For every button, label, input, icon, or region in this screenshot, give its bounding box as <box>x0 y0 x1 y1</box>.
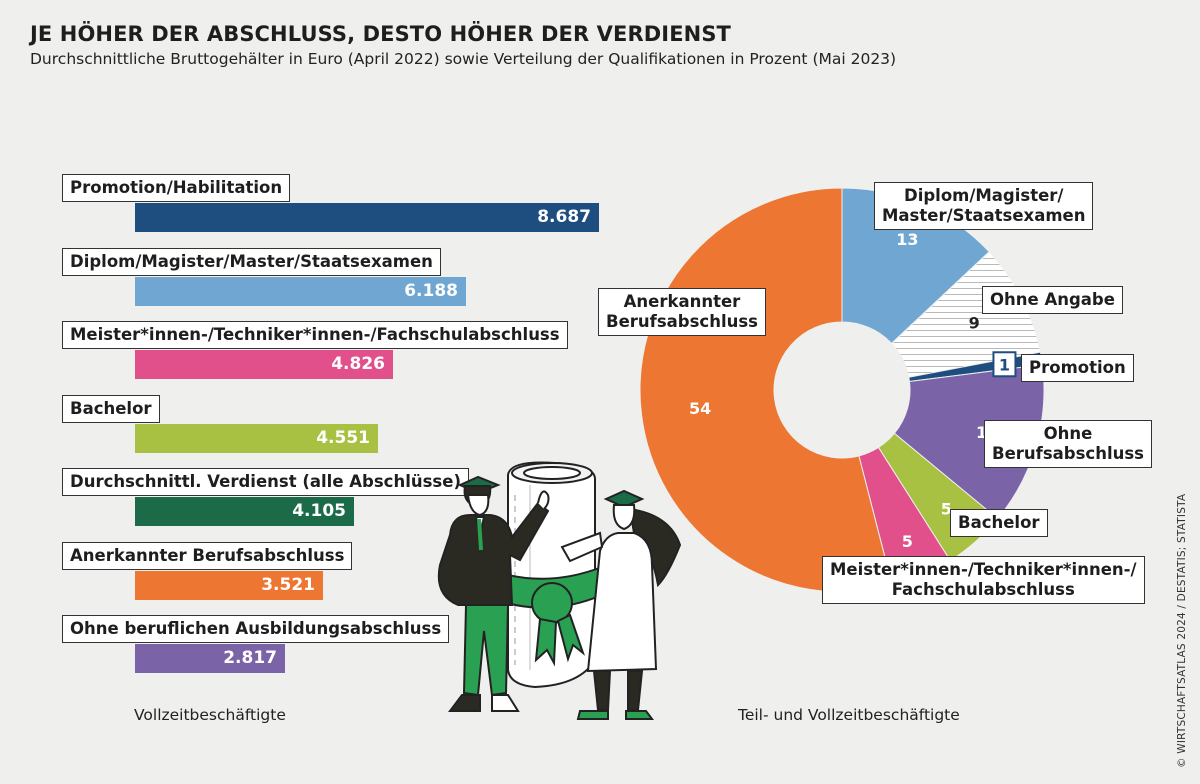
donut-category-label-line: Ohne <box>1043 424 1093 443</box>
donut-value-label: 13 <box>896 230 918 249</box>
donut-category-label-line: Diplom/Magister/ <box>904 186 1064 205</box>
bar-category-label: Anerkannter Berufsabschluss <box>62 542 353 570</box>
donut-category-label-line: Anerkannter <box>623 292 741 311</box>
bar-value-label: 4.826 <box>331 354 385 374</box>
bar-6 <box>135 571 323 600</box>
bar-category-label: Bachelor <box>62 395 160 423</box>
donut-value-label: 5 <box>902 532 913 551</box>
bar-4 <box>135 424 378 453</box>
donut-category-label: Ohne Berufsabschluss <box>984 420 1152 468</box>
source-credit: © WIRTSCHAFTSATLAS 2024 / DESTATIS; STAT… <box>1176 493 1188 768</box>
bar-value-label: 4.105 <box>292 501 346 521</box>
bar-category-label: Promotion/Habilitation <box>62 174 291 202</box>
donut-value-label: 54 <box>689 399 711 418</box>
donut-category-label: Diplom/Magister/Master/Staatsexamen <box>874 182 1094 230</box>
donut-category-label-line: Meister*innen-/Techniker*innen-/ <box>830 560 1137 579</box>
bar-2 <box>135 277 466 306</box>
bar-category-label: Diplom/Magister/Master/Staatsexamen <box>62 248 441 276</box>
donut-chart-xlabel: Teil- und Vollzeitbeschäftigte <box>738 706 960 724</box>
donut-category-label-line: Master/Staatsexamen <box>882 206 1086 225</box>
bar-7 <box>135 644 285 673</box>
bar-value-label: 4.551 <box>316 428 370 448</box>
bar-value-label: 8.687 <box>537 207 591 227</box>
bar-5 <box>135 497 354 526</box>
female-graduate-icon <box>560 489 682 720</box>
donut-category-label-line: Bachelor <box>958 513 1040 532</box>
bar-chart-xlabel: Vollzeitbeschäftigte <box>134 706 286 724</box>
bar-value-label: 3.521 <box>261 575 315 595</box>
bar-1 <box>135 203 599 232</box>
donut-value-box <box>992 351 1017 378</box>
donut-category-label: Ohne Angabe <box>982 286 1123 314</box>
bar-3 <box>135 350 393 379</box>
donut-category-label-line: Fachschulabschluss <box>891 580 1075 599</box>
donut-category-label: Meister*innen-/Techniker*innen-/Fachschu… <box>822 556 1145 604</box>
chart-title: JE HÖHER DER ABSCHLUSS, DESTO HÖHER DER … <box>30 22 731 46</box>
bar-category-label: Meister*innen-/Techniker*innen-/Fachschu… <box>62 321 568 349</box>
donut-category-label-line: Promotion <box>1029 358 1126 377</box>
donut-category-label-line: Berufsabschluss <box>992 444 1144 463</box>
donut-value-label: 5 <box>941 499 952 518</box>
bar-category-label: Durchschnittl. Verdienst (alle Abschlüss… <box>62 468 469 496</box>
donut-category-label: Promotion <box>1021 354 1134 382</box>
donut-category-label-line: Berufsabschluss <box>606 312 758 331</box>
donut-category-label: Bachelor <box>950 509 1048 537</box>
donut-value-label: 9 <box>969 314 980 333</box>
chart-subtitle: Durchschnittliche Bruttogehälter in Euro… <box>30 50 897 68</box>
donut-category-label-line: Ohne Angabe <box>990 290 1115 309</box>
male-graduate-icon <box>437 475 550 712</box>
bar-category-label: Ohne beruflichen Ausbildungsabschluss <box>62 615 450 643</box>
donut-value-label: 1 <box>999 355 1010 374</box>
donut-category-label: Anerkannter Berufsabschluss <box>598 288 766 336</box>
graduates-illustration <box>437 461 682 720</box>
ribbon-seal-icon <box>499 565 603 667</box>
bar-value-label: 6.188 <box>404 281 458 301</box>
bar-value-label: 2.817 <box>223 648 277 668</box>
